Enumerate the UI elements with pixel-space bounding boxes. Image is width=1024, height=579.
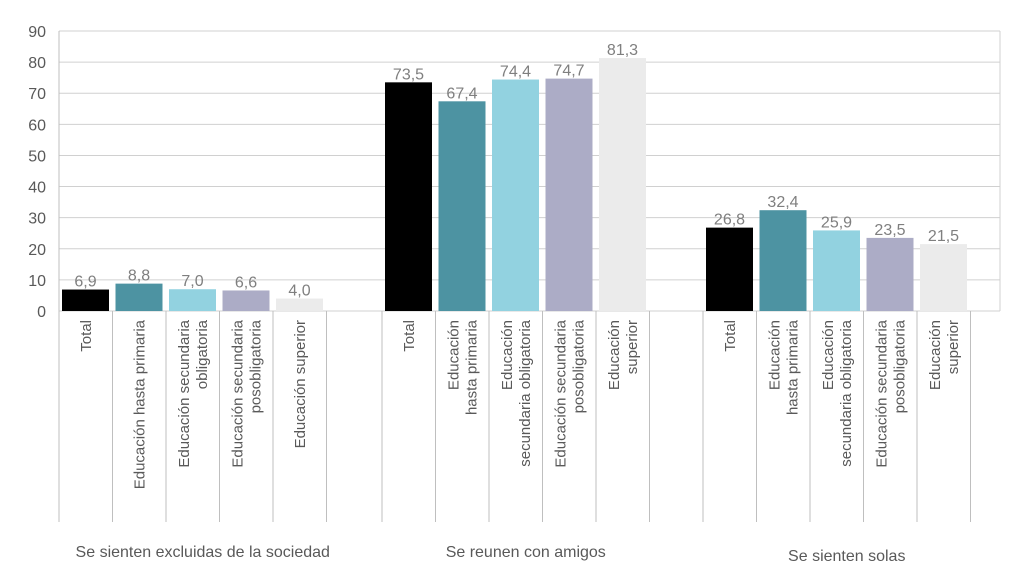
category-label: Educación secundariaposobligatoria bbox=[552, 319, 587, 467]
category-label-line: secundaria obligatoria bbox=[517, 319, 534, 466]
category-label-line: Educación bbox=[927, 320, 944, 390]
y-tick-label: 40 bbox=[28, 180, 46, 197]
y-tick-label: 10 bbox=[28, 273, 46, 290]
y-tick-label: 50 bbox=[28, 148, 46, 165]
category-label: Educaciónsecundaria obligatoria bbox=[820, 319, 855, 466]
data-label: 26,8 bbox=[714, 212, 745, 229]
category-label-line: Educación bbox=[499, 320, 516, 390]
data-label: 25,9 bbox=[821, 214, 852, 231]
y-tick-label: 80 bbox=[28, 55, 46, 72]
bar bbox=[813, 230, 860, 311]
y-tick-label: 60 bbox=[28, 117, 46, 134]
category-label-line: superior bbox=[945, 320, 962, 374]
bar bbox=[492, 79, 539, 312]
data-label: 74,7 bbox=[553, 63, 584, 80]
bars bbox=[62, 58, 967, 312]
group-labels: Se sienten excluidas de la sociedad Se re… bbox=[76, 544, 906, 565]
data-label: 8,8 bbox=[128, 268, 150, 285]
data-label: 4,0 bbox=[288, 283, 310, 300]
category-label: Total bbox=[401, 320, 418, 352]
category-label: Educación secundariaposobligatoria bbox=[873, 319, 908, 467]
y-tick-label: 90 bbox=[28, 24, 46, 41]
data-label: 73,5 bbox=[393, 66, 424, 83]
data-label: 7,0 bbox=[181, 273, 203, 290]
category-label: Educaciónsecundaria obligatoria bbox=[499, 319, 534, 466]
category-label-line: Educación secundaria bbox=[176, 319, 193, 467]
bar bbox=[62, 289, 109, 311]
y-tick-label: 70 bbox=[28, 86, 46, 103]
data-label: 23,5 bbox=[874, 222, 905, 239]
category-label-line: hasta primaria bbox=[784, 319, 801, 415]
category-label-line: superior bbox=[624, 320, 641, 374]
category-label: Educaciónhasta primaria bbox=[445, 319, 480, 415]
bar bbox=[866, 237, 914, 311]
category-label-line: Educación bbox=[445, 320, 462, 390]
bar bbox=[385, 82, 432, 311]
category-label-line: secundaria obligatoria bbox=[838, 319, 855, 466]
y-tick-label: 30 bbox=[28, 211, 46, 228]
category-label: Total bbox=[722, 320, 739, 352]
category-label-line: hasta primaria bbox=[463, 319, 480, 415]
category-label: Educaciónsuperior bbox=[606, 320, 641, 390]
y-tick-label: 0 bbox=[37, 304, 46, 321]
data-label: 81,3 bbox=[607, 42, 638, 59]
bar bbox=[438, 101, 486, 311]
data-label: 6,9 bbox=[74, 274, 96, 291]
bar bbox=[706, 227, 753, 311]
category-label-line: Educación secundaria bbox=[229, 319, 246, 467]
bar bbox=[545, 78, 593, 311]
data-labels: 6,9 8,8 7,0 6,6 4,0 73,5 67,4 74,4 74,7 81,3 26,8 3… bbox=[74, 42, 959, 299]
data-label: 67,4 bbox=[446, 85, 477, 102]
category-label-line: Educación secundaria bbox=[873, 319, 890, 467]
data-label: 74,4 bbox=[500, 64, 531, 81]
category-label: Educación superior bbox=[292, 320, 309, 448]
category-label: Total bbox=[78, 320, 95, 352]
category-label-line: Educación superior bbox=[292, 320, 309, 448]
category-label-line: Total bbox=[401, 320, 418, 352]
category-label-line: Total bbox=[722, 320, 739, 352]
category-label: Educaciónhasta primaria bbox=[766, 319, 801, 415]
data-label: 6,6 bbox=[235, 274, 257, 291]
bar bbox=[276, 298, 323, 311]
data-label: 32,4 bbox=[767, 194, 798, 211]
category-label-line: Educación secundaria bbox=[552, 319, 569, 467]
category-label: Educación secundariaposobligatoria bbox=[229, 319, 264, 467]
y-tick-label: 20 bbox=[28, 242, 46, 259]
group-label: Se sienten solas bbox=[788, 548, 905, 565]
group-label: Se sienten excluidas de la sociedad bbox=[76, 544, 330, 561]
category-label-line: posobligatoria bbox=[891, 319, 908, 413]
bar bbox=[759, 210, 807, 311]
bar bbox=[115, 283, 163, 311]
bar bbox=[920, 244, 967, 311]
category-label-line: Educación bbox=[766, 320, 783, 390]
category-label-line: Educación bbox=[820, 320, 837, 390]
bar bbox=[599, 58, 646, 311]
category-label-line: obligatoria bbox=[194, 319, 211, 389]
category-label: Educación hasta primaria bbox=[131, 319, 148, 489]
category-area: Total Educación hasta primaria Educación s… bbox=[58, 311, 971, 522]
category-label-line: Educación bbox=[606, 320, 623, 390]
category-label-line: Educación hasta primaria bbox=[131, 319, 148, 489]
bar bbox=[222, 290, 270, 311]
y-axis: 0 10 20 30 40 50 60 70 80 90 bbox=[28, 24, 60, 321]
category-label-line: Total bbox=[78, 320, 95, 352]
category-label: Educaciónsuperior bbox=[927, 320, 962, 390]
group-label: Se reunen con amigos bbox=[446, 544, 606, 561]
category-label: Educación secundariaobligatoria bbox=[176, 319, 211, 467]
bar bbox=[169, 289, 216, 311]
data-label: 21,5 bbox=[928, 228, 959, 245]
category-label-line: posobligatoria bbox=[247, 319, 264, 413]
category-label-line: posobligatoria bbox=[570, 319, 587, 413]
